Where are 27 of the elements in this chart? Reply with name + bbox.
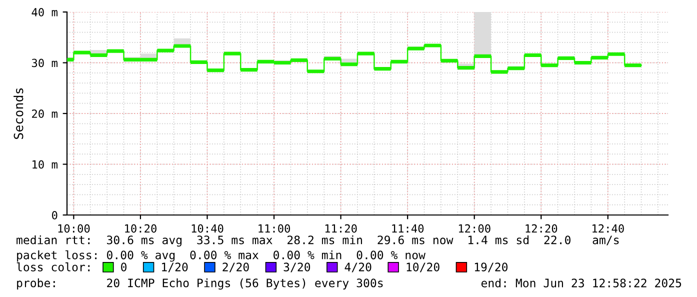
legend-label: 0 [121,262,126,272]
legend-label: 2/20 [222,262,249,272]
text: loss color: [16,262,90,272]
x-tick-label: 11:20 [325,224,357,233]
legend-label: 4/20 [344,262,372,272]
y-tick-label: 20 m [32,110,58,118]
x-tick-label: 12:00 [458,224,490,233]
x-tick-label: 10:20 [125,224,156,233]
text: probe: 20 ICMP Echo Pings (56 Bytes) every 300s [17,278,383,290]
x-tick-label: 11:00 [258,224,290,233]
text: median rtt: 30.6 ms avg 33.5 ms max 28.2 ms min 29.6 ms now 1.4 ms sd 22.0 am/s [16,235,619,247]
x-tick-label: 10:40 [192,224,224,233]
text: packet loss: 0.00 % avg 0.00 % max 0.00 % min 0.00 % now [17,250,426,262]
y-tick-label: 30 m [32,58,58,68]
x-tick-label: 12:40 [592,224,624,233]
x-tick-label: 11:40 [392,224,424,233]
y-tick-label: 0 [52,211,58,220]
text: end: Mon Jun 23 12:58:22 2025 [481,278,682,288]
y-tick-label: 10 m [32,160,58,169]
legend-label: 19/20 [474,262,508,272]
legend-label: 3/20 [284,262,310,272]
y-axis-title: Seconds [14,88,24,139]
legend-label: 1/20 [162,262,188,272]
x-tick-label: 10:00 [58,224,90,233]
legend-label: 10/20 [406,262,440,272]
y-tick-label: 40 m [32,8,58,16]
x-tick-label: 12:20 [526,224,558,233]
